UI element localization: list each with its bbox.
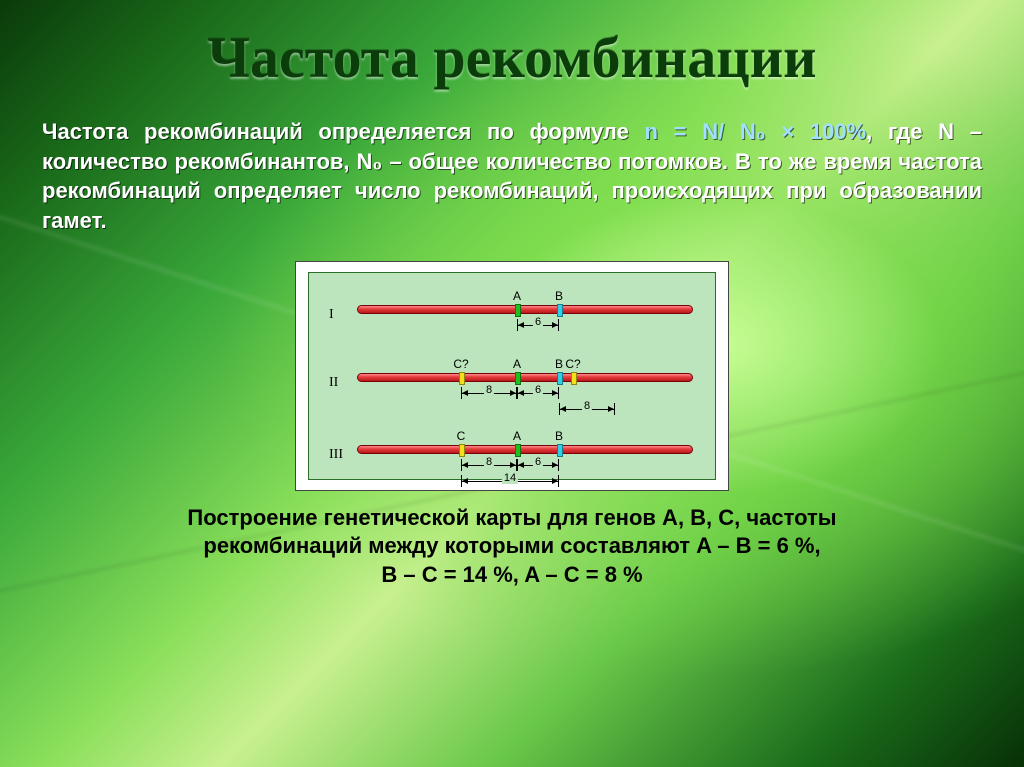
gene-marker-A [515,372,521,385]
chromosome [357,305,693,314]
gene-label-B: B [555,429,563,443]
gene-label-C: C [457,429,466,443]
gene-label-B: B [555,357,563,371]
dimension: 8 [559,403,615,417]
gene-label-C?: C? [453,357,468,371]
gene-marker-B [557,372,563,385]
gene-label-B: B [555,289,563,303]
caption-line2: рекомбинаций между которыми составляют A… [203,533,820,558]
chromosome [357,373,693,382]
gene-label-C?: C? [565,357,580,371]
diagram-caption: Построение генетической карты для генов … [42,504,982,590]
dimension: 8 [461,459,517,473]
gene-marker-A [515,444,521,457]
genetic-map-diagram: IAB6IIC?ABC?868IIICAB8614 [296,262,728,490]
gene-marker-C? [571,372,577,385]
gene-marker-A [515,304,521,317]
caption-line3: B – C = 14 %, A – C = 8 % [381,562,642,587]
dimension: 14 [461,475,559,489]
row-label: I [329,307,334,323]
gene-marker-C [459,444,465,457]
dimension: 6 [517,319,559,333]
slide-title: Частота рекомбинации [42,28,982,89]
gene-label-A: A [513,289,521,303]
row-label: II [329,375,338,391]
para-formula: n = N/ N₀ × 100% [645,119,867,144]
row-label: III [329,447,343,463]
gene-marker-B [557,444,563,457]
diagram-inner: IAB6IIC?ABC?868IIICAB8614 [308,272,716,480]
definition-paragraph: Частота рекомбинаций определяется по фор… [42,117,982,236]
gene-label-A: A [513,357,521,371]
slide: Частота рекомбинации Частота рекомбинаци… [0,0,1024,767]
gene-marker-B [557,304,563,317]
dimension: 8 [461,387,517,401]
para-seg1: Частота рекомбинаций определяется по фор… [42,119,645,144]
caption-line1: Построение генетической карты для генов … [187,505,836,530]
chromosome [357,445,693,454]
gene-marker-C? [459,372,465,385]
dimension: 6 [517,387,559,401]
gene-label-A: A [513,429,521,443]
dimension: 6 [517,459,559,473]
